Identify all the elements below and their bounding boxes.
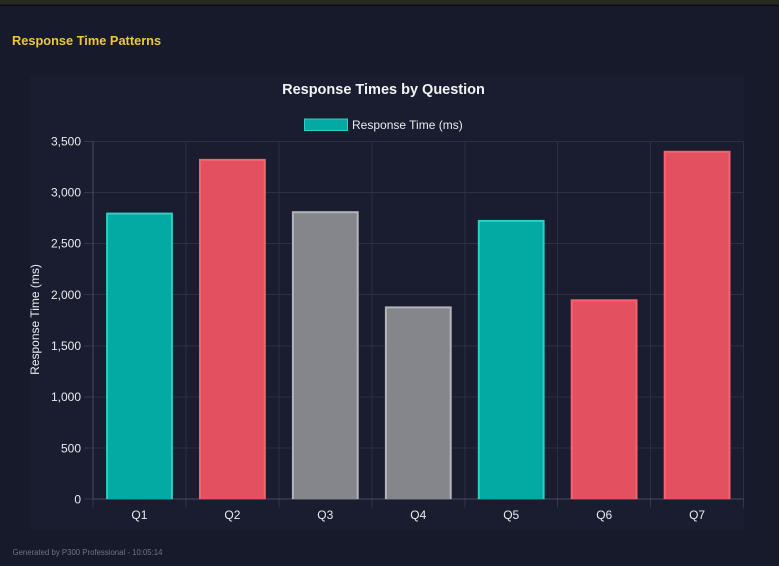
svg-text:1,000: 1,000	[51, 390, 81, 404]
svg-text:2,000: 2,000	[51, 288, 81, 302]
svg-text:Q3: Q3	[317, 508, 333, 522]
svg-text:Q1: Q1	[131, 508, 147, 522]
svg-text:0: 0	[74, 492, 81, 506]
svg-text:Q4: Q4	[410, 508, 426, 522]
svg-text:Response Time (ms): Response Time (ms)	[28, 264, 42, 375]
svg-text:Q7: Q7	[689, 508, 705, 522]
svg-text:Response Time (ms): Response Time (ms)	[352, 118, 463, 132]
svg-text:Response Time Patterns: Response Time Patterns	[12, 33, 161, 48]
svg-text:Q5: Q5	[503, 508, 519, 522]
svg-text:Q6: Q6	[596, 508, 612, 522]
svg-text:Response Times by Question: Response Times by Question	[282, 82, 485, 98]
svg-text:1,500: 1,500	[51, 339, 81, 353]
svg-text:3,500: 3,500	[51, 135, 81, 149]
svg-text:2,500: 2,500	[51, 237, 81, 251]
svg-text:Q2: Q2	[224, 508, 240, 522]
svg-text:3,000: 3,000	[51, 186, 81, 200]
svg-text:500: 500	[61, 441, 81, 455]
svg-text:Generated by P300 Professional: Generated by P300 Professional - 10:05:1…	[13, 548, 164, 557]
